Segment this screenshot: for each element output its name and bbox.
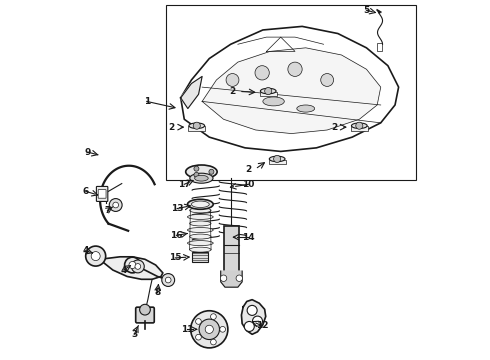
Circle shape	[135, 264, 141, 269]
FancyBboxPatch shape	[97, 186, 108, 202]
Bar	[377, 43, 382, 51]
Ellipse shape	[190, 221, 211, 226]
Circle shape	[226, 73, 239, 86]
Ellipse shape	[192, 201, 209, 207]
Text: 6: 6	[83, 187, 89, 196]
Circle shape	[265, 87, 272, 95]
Bar	[224, 226, 239, 276]
Text: 11: 11	[181, 325, 194, 334]
Polygon shape	[181, 76, 202, 109]
Circle shape	[162, 274, 174, 287]
Polygon shape	[94, 253, 163, 279]
Circle shape	[356, 122, 363, 129]
Circle shape	[196, 334, 201, 340]
Text: 5: 5	[363, 6, 369, 15]
Ellipse shape	[260, 88, 276, 94]
Circle shape	[220, 327, 225, 332]
Ellipse shape	[186, 165, 217, 179]
Text: 2: 2	[229, 87, 236, 96]
Circle shape	[255, 66, 270, 80]
Text: 12: 12	[256, 321, 269, 330]
Ellipse shape	[188, 240, 213, 246]
Text: 3: 3	[131, 330, 137, 339]
Text: 14: 14	[242, 233, 255, 242]
Ellipse shape	[263, 97, 284, 106]
Ellipse shape	[190, 247, 211, 252]
Circle shape	[273, 156, 281, 162]
Circle shape	[91, 252, 100, 261]
Circle shape	[86, 246, 106, 266]
Text: 9: 9	[85, 148, 91, 157]
Ellipse shape	[351, 123, 367, 129]
Circle shape	[196, 319, 201, 324]
Ellipse shape	[188, 215, 213, 219]
Text: 4: 4	[121, 266, 127, 275]
Bar	[351, 126, 368, 131]
Text: 7: 7	[104, 206, 111, 215]
Circle shape	[165, 277, 171, 283]
Ellipse shape	[188, 199, 213, 209]
Circle shape	[194, 172, 199, 177]
Polygon shape	[202, 48, 381, 134]
Circle shape	[140, 304, 150, 315]
Text: 13: 13	[171, 204, 183, 213]
Circle shape	[113, 202, 119, 208]
Circle shape	[236, 275, 243, 282]
Bar	[167, 5, 416, 180]
Text: 10: 10	[243, 180, 255, 189]
Ellipse shape	[188, 228, 213, 233]
Text: 16: 16	[170, 231, 183, 240]
Circle shape	[124, 257, 140, 273]
Circle shape	[245, 321, 254, 332]
Circle shape	[247, 305, 257, 315]
Bar	[188, 126, 205, 131]
Text: 8: 8	[154, 288, 161, 297]
Ellipse shape	[270, 156, 285, 162]
Circle shape	[211, 314, 216, 319]
Bar	[193, 252, 208, 262]
Circle shape	[109, 199, 122, 211]
Ellipse shape	[297, 105, 315, 112]
Ellipse shape	[190, 234, 211, 239]
Circle shape	[288, 62, 302, 76]
Circle shape	[321, 73, 334, 86]
Circle shape	[220, 275, 227, 282]
Ellipse shape	[190, 208, 211, 213]
Text: 2: 2	[245, 165, 252, 174]
Text: 15: 15	[169, 253, 182, 262]
Text: 4: 4	[82, 246, 89, 255]
Ellipse shape	[195, 175, 208, 181]
Polygon shape	[220, 271, 242, 287]
Circle shape	[194, 166, 199, 171]
Text: 2: 2	[169, 123, 175, 132]
Circle shape	[131, 260, 144, 273]
Circle shape	[193, 122, 200, 129]
Circle shape	[205, 325, 213, 333]
Circle shape	[252, 316, 263, 326]
Polygon shape	[181, 26, 398, 152]
Ellipse shape	[189, 123, 205, 129]
Polygon shape	[242, 300, 266, 334]
Circle shape	[209, 169, 214, 174]
FancyBboxPatch shape	[136, 307, 154, 323]
Ellipse shape	[190, 173, 213, 183]
Circle shape	[129, 261, 136, 269]
Bar	[260, 92, 277, 96]
Text: 17: 17	[178, 180, 191, 189]
FancyBboxPatch shape	[98, 190, 106, 198]
Text: 2: 2	[331, 123, 338, 132]
Circle shape	[191, 311, 228, 348]
Circle shape	[199, 319, 220, 339]
Text: 1: 1	[144, 97, 150, 106]
Circle shape	[211, 339, 216, 345]
Bar	[269, 159, 286, 164]
